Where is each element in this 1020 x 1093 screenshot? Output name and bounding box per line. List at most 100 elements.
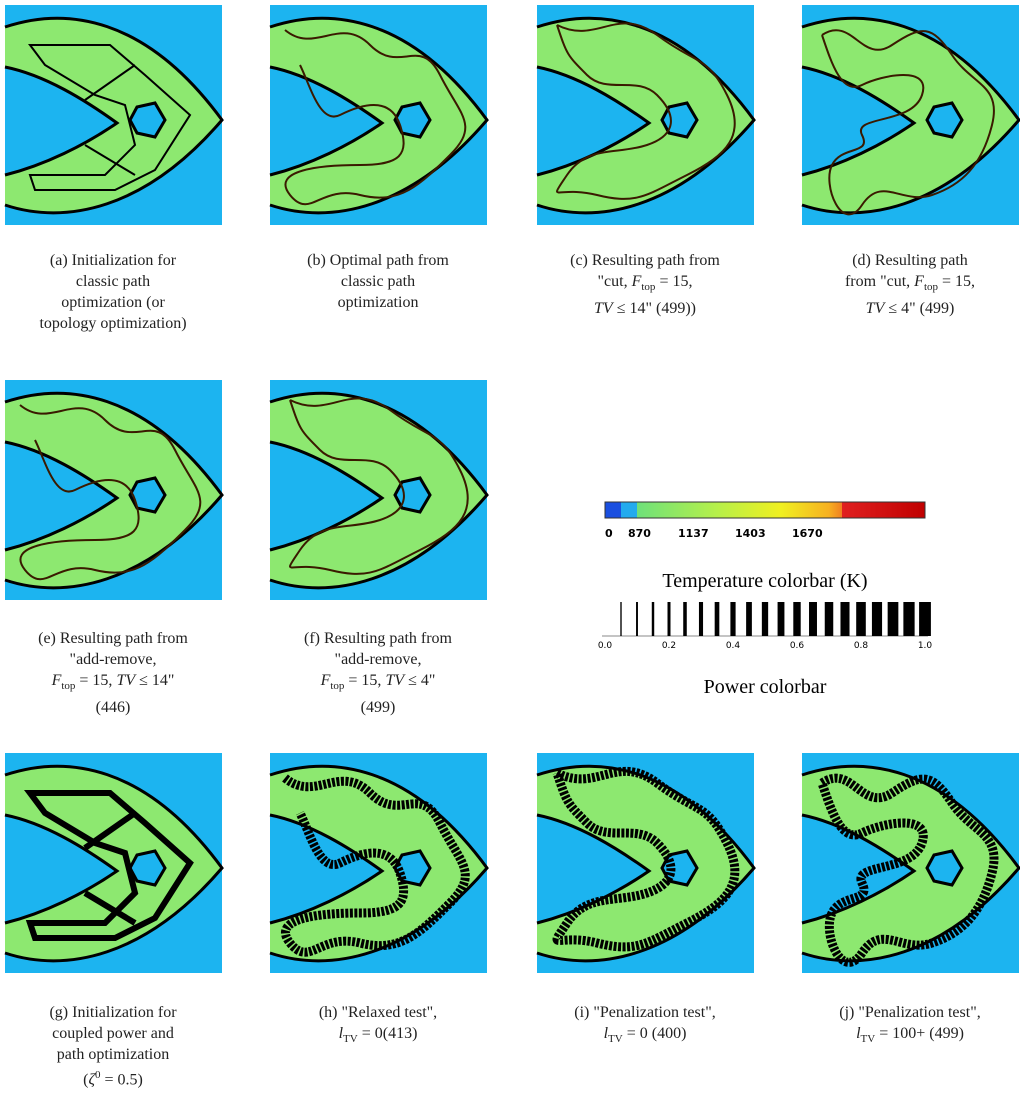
notch xyxy=(5,67,117,175)
math-subscript: top xyxy=(641,281,656,294)
math-symbol: F xyxy=(51,672,62,689)
tick-label: 0.2 xyxy=(662,641,676,651)
scan-path xyxy=(552,767,740,952)
power-bar xyxy=(746,602,752,636)
power-bar xyxy=(761,602,769,636)
caption-text: = 15, xyxy=(344,672,386,689)
power-bar xyxy=(793,602,801,636)
caption: (h) "Relaxed test", lTV = 0(413) xyxy=(253,1002,503,1050)
hole xyxy=(393,476,432,514)
scan-path xyxy=(821,29,995,216)
caption: (e) Resulting path from "add-remove, Ftop … xyxy=(0,628,238,718)
tick-label: 1403 xyxy=(735,527,766,540)
caption: (d) Resulting path from "cut, Ftop = 15, T… xyxy=(785,250,1020,319)
power-bar xyxy=(620,602,622,636)
caption-line: optimization xyxy=(337,294,419,311)
caption-line: (ζ0 = 0.5) xyxy=(0,1065,238,1090)
power-bar xyxy=(651,602,655,636)
caption-line: lTV = 0(413) xyxy=(253,1023,503,1050)
caption: (i) "Penalization test", lTV = 0 (400) xyxy=(520,1002,770,1050)
caption-text: ≤ 14" (499)) xyxy=(612,300,696,318)
hole xyxy=(660,101,699,139)
panel-image xyxy=(536,753,756,973)
math-symbol: l xyxy=(856,1025,861,1042)
caption-line: lTV = 0 (400) xyxy=(520,1023,770,1050)
tick-label: 870 xyxy=(628,527,651,540)
caption: (b) Optimal path from classic path optimiz… xyxy=(253,250,503,313)
boundary xyxy=(4,764,224,963)
math-symbol: TV xyxy=(865,300,885,318)
tick-label: 1137 xyxy=(678,527,709,540)
caption-line: (i) "Penalization test", xyxy=(574,1004,716,1021)
scan-path xyxy=(556,22,736,200)
domain xyxy=(802,18,1019,213)
math-symbol: ζ xyxy=(88,1071,95,1089)
caption-text: = 15, xyxy=(655,273,693,290)
math-subscript: TV xyxy=(860,1033,876,1046)
caption: (c) Resulting path from "cut, Ftop = 15, T… xyxy=(520,250,770,319)
tick-label: 0.0 xyxy=(598,641,613,651)
power-bar xyxy=(887,602,899,636)
scan-path xyxy=(24,790,194,941)
power-bar xyxy=(809,602,817,636)
caption-text: = 15, xyxy=(75,672,117,689)
notch xyxy=(537,815,649,923)
caption-line: classic path xyxy=(340,273,416,290)
math-symbol: F xyxy=(320,672,331,689)
power-bar xyxy=(856,602,866,636)
domain xyxy=(5,766,222,961)
notch xyxy=(5,442,117,550)
caption: (g) Initialization for coupled power and p… xyxy=(0,1002,238,1090)
hole xyxy=(393,101,432,139)
boundary xyxy=(4,813,120,925)
notch xyxy=(537,67,649,175)
caption-line: (e) Resulting path from xyxy=(38,630,188,647)
panel-image xyxy=(536,5,756,225)
math-superscript: 0 xyxy=(94,1069,101,1081)
caption-line: (h) "Relaxed test", xyxy=(318,1004,438,1021)
boundary xyxy=(801,16,1020,215)
domain xyxy=(5,393,222,588)
math-subscript: top xyxy=(330,680,345,693)
caption-line: TV ≤ 4" (499) xyxy=(785,298,1020,319)
caption-line: Ftop = 15, TV ≤ 4" xyxy=(253,670,503,697)
notch xyxy=(5,815,117,923)
caption-text: = 0.5) xyxy=(100,1071,143,1089)
power-bar xyxy=(636,602,638,636)
domain xyxy=(5,18,222,213)
power-bar xyxy=(683,602,687,636)
math-symbol: TV xyxy=(116,672,136,689)
math-subscript: TV xyxy=(343,1033,358,1046)
power-bar xyxy=(714,602,720,636)
boundary xyxy=(4,65,120,177)
temperature-colorbar xyxy=(604,501,926,519)
tick-label: 0.8 xyxy=(854,641,869,651)
tick-label: 1.0 xyxy=(918,641,933,651)
boundary xyxy=(4,391,224,590)
math-symbol: TV xyxy=(385,672,405,689)
caption-line: coupled power and xyxy=(52,1025,174,1042)
power-bar xyxy=(730,602,736,636)
tick-label: 0.6 xyxy=(790,641,805,651)
boundary xyxy=(536,65,652,177)
boundary xyxy=(269,764,489,963)
scan-path xyxy=(28,44,192,191)
panel-image xyxy=(4,380,224,600)
caption-line: lTV = 100+ (499) xyxy=(785,1023,1020,1050)
scan-path xyxy=(284,29,467,206)
caption-line: Ftop = 15, TV ≤ 14" xyxy=(0,670,238,697)
domain xyxy=(270,18,487,213)
caption-line: "add-remove, xyxy=(69,651,157,668)
hole xyxy=(128,101,167,139)
caption-text: = 15, xyxy=(938,273,976,290)
panel-image xyxy=(4,5,224,225)
hole xyxy=(925,849,964,887)
boundary xyxy=(269,440,385,552)
math-subscript: TV xyxy=(608,1033,623,1046)
caption-text: ≤ 14" xyxy=(135,672,175,689)
math-symbol: l xyxy=(338,1025,344,1042)
caption-text: "cut, xyxy=(597,273,632,290)
power-bar xyxy=(871,602,883,636)
